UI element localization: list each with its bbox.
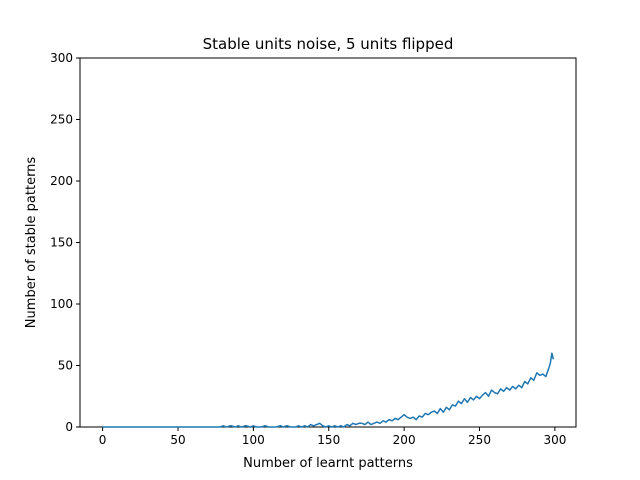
y-tick-label: 250 <box>50 113 73 127</box>
x-tick-label: 200 <box>393 433 416 447</box>
series-line <box>102 352 555 428</box>
x-tick-label: 100 <box>242 433 265 447</box>
y-tick-label: 200 <box>50 174 73 188</box>
y-axis-label: Number of stable patterns <box>24 157 39 329</box>
x-tick-label: 300 <box>543 433 566 447</box>
y-tick-label: 150 <box>50 236 73 250</box>
plot-area: 0 50 100 150 200 250 300 0 50 100 150 200 250 300 <box>50 51 577 447</box>
y-tick-label: 50 <box>58 359 73 373</box>
x-tick-label: 50 <box>170 433 185 447</box>
y-tick-label: 300 <box>50 51 73 65</box>
x-tick-label: 0 <box>99 433 107 447</box>
x-tick-label: 250 <box>468 433 491 447</box>
y-tick-label: 0 <box>65 420 73 434</box>
x-axis: 0 50 100 150 200 250 300 <box>99 427 566 447</box>
x-axis-label: Number of learnt patterns <box>243 456 413 471</box>
y-axis: 0 50 100 150 200 250 300 <box>50 51 80 434</box>
y-tick-label: 100 <box>50 297 73 311</box>
chart-title: Stable units noise, 5 units flipped <box>203 35 454 53</box>
x-tick-label: 150 <box>317 433 340 447</box>
